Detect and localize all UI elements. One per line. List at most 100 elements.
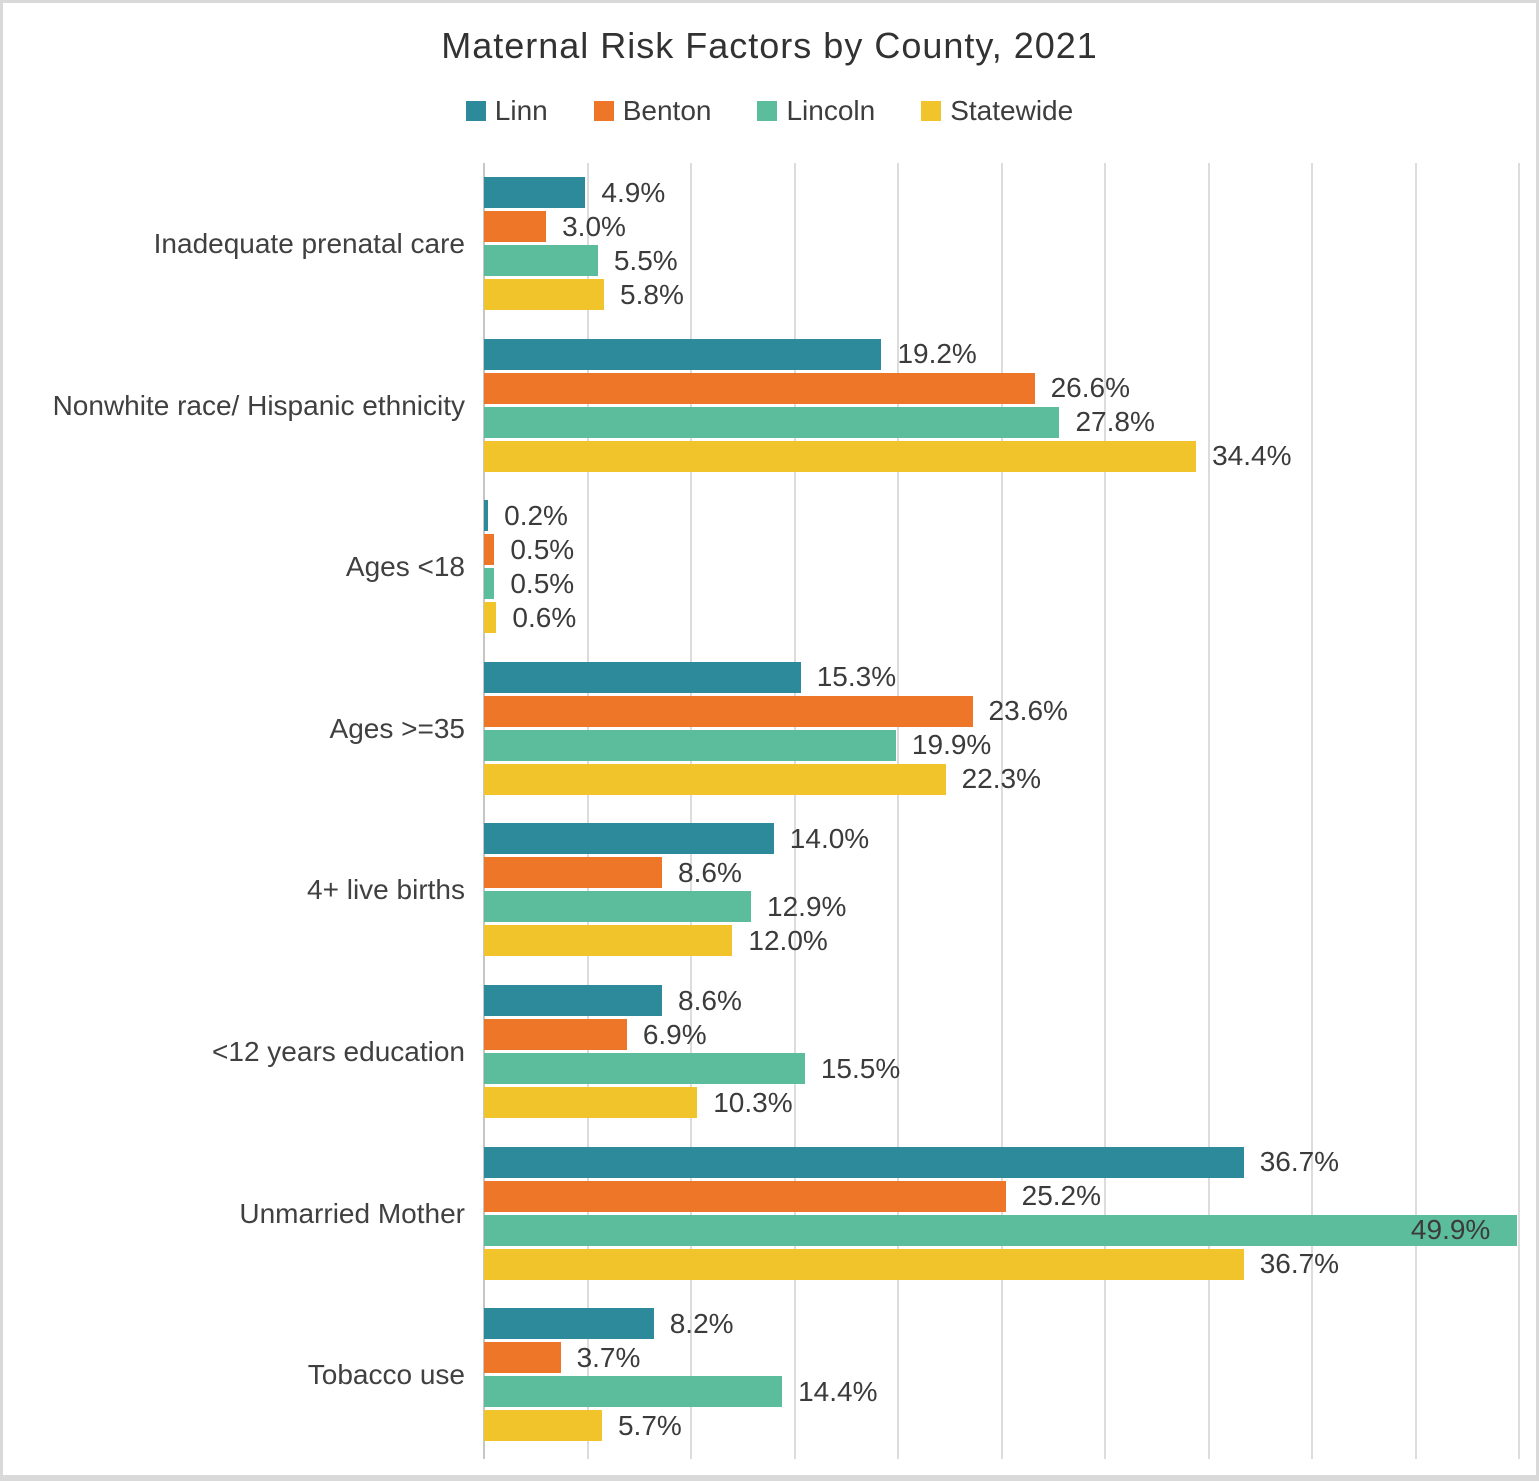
x-gridline [1518, 163, 1520, 1459]
bar-slot: 12.9% [484, 891, 846, 923]
bar-linn [484, 338, 882, 370]
category-label: Inadequate prenatal care [153, 228, 465, 259]
bar-benton [484, 1019, 627, 1050]
data-label: 12.9% [767, 890, 847, 922]
data-label: 26.6% [1050, 372, 1131, 404]
bar-lincoln [484, 245, 598, 276]
data-label: 14.4% [798, 1375, 878, 1407]
legend-item-linn: Linn [465, 95, 548, 127]
data-label: 3.7% [576, 1341, 641, 1373]
bar-slot: 10.3% [484, 1087, 805, 1118]
bar-slot: 15.3% [484, 661, 973, 693]
bar-lincoln [484, 1214, 1517, 1246]
bar-slot: 36.7% [484, 1146, 1517, 1178]
bar-slot: 26.6% [484, 372, 1196, 404]
x-gridline [1207, 163, 1210, 1459]
bar-slot: 3.7% [484, 1341, 782, 1374]
category-row: Inadequate prenatal care 4.9% 3.0% 5.5% 5.8% [3, 163, 1536, 325]
x-gridline [586, 163, 589, 1459]
bar-group: 4.9% 3.0% 5.5% 5.8% [484, 177, 684, 313]
data-label: 19.2% [897, 338, 977, 370]
legend-swatch-statewide [921, 101, 942, 121]
bar-slot: 4.9% [484, 177, 665, 208]
x-gridline [1311, 163, 1313, 1459]
plot-area: Inadequate prenatal care 4.9% 3.0% 5.5% 5.8%… [3, 163, 1536, 1459]
x-gridline [1414, 163, 1417, 1459]
bar-statewide [484, 279, 605, 310]
category-label: Nonwhite race/ Hispanic ethnicity [52, 389, 465, 421]
data-label: 8.2% [669, 1307, 734, 1339]
legend: Linn Benton Lincoln Statewide [3, 95, 1536, 127]
y-axis-line [483, 163, 485, 1459]
bar-group: 8.6% 6.9% 15.5% 10.3% [484, 984, 900, 1121]
data-label: 10.3% [713, 1086, 793, 1118]
bar-slot: 5.5% [484, 245, 678, 276]
data-label: 22.3% [961, 763, 1042, 795]
x-gridline [1000, 163, 1003, 1459]
bar-lincoln [484, 568, 495, 600]
x-gridline [690, 163, 692, 1459]
category-row: Ages <18 0.2% 0.5% 0.5% 0.6% [3, 486, 1536, 648]
bar-slot: 0.5% [484, 568, 574, 600]
bar-statewide [484, 602, 497, 634]
data-label: 0.5% [510, 533, 575, 565]
bar-slot: 8.2% [484, 1307, 782, 1340]
category-label: <12 years education [212, 1036, 465, 1067]
data-label: 12.0% [748, 924, 828, 956]
bar-slot: 19.2% [484, 338, 1196, 370]
data-label: 0.2% [504, 499, 568, 531]
data-label: 8.6% [678, 984, 742, 1016]
bar-statewide [484, 1087, 698, 1118]
category-row: Tobacco use 8.2% 3.7% 14.4% 5.7% [3, 1294, 1536, 1456]
bar-linn [484, 500, 489, 532]
bar-lincoln [484, 729, 896, 761]
data-label: 19.9% [911, 729, 992, 761]
bar-slot: 0.6% [484, 602, 576, 634]
bar-linn [484, 1146, 1244, 1178]
bar-slot: 22.3% [484, 763, 1041, 795]
data-label: 4.9% [601, 176, 666, 208]
bar-benton [484, 1180, 1006, 1212]
bar-slot: 0.5% [484, 534, 574, 566]
bar-slot: 49.9% [484, 1214, 1517, 1246]
bar-statewide [484, 925, 733, 957]
bar-group: 8.2% 3.7% 14.4% 5.7% [484, 1307, 877, 1444]
bar-group: 0.2% 0.5% 0.5% 0.6% [484, 500, 576, 636]
bar-slot: 5.7% [484, 1410, 782, 1442]
legend-item-benton: Benton [593, 95, 711, 127]
data-label: 23.6% [988, 695, 1068, 727]
legend-label: Lincoln [786, 95, 876, 126]
legend-swatch-lincoln [757, 101, 778, 121]
data-label: 5.8% [620, 278, 684, 310]
bar-benton [484, 372, 1035, 404]
x-gridline [1104, 163, 1106, 1459]
category-label: Ages >=35 [329, 712, 465, 744]
bar-lincoln [484, 1053, 805, 1084]
legend-swatch-benton [593, 101, 614, 121]
category-row: Ages >=35 15.3% 23.6% 19.9% 22.3% [3, 648, 1536, 810]
bar-group: 15.3% 23.6% 19.9% 22.3% [484, 661, 1068, 798]
bar-slot: 8.6% [484, 857, 774, 889]
legend-item-statewide: Statewide [921, 95, 1073, 127]
bar-linn [484, 985, 663, 1016]
bar-slot: 14.4% [484, 1376, 877, 1408]
bar-benton [484, 211, 547, 242]
bar-slot: 12.0% [484, 925, 828, 957]
data-label: 0.5% [510, 567, 575, 599]
bar-slot: 36.7% [484, 1248, 1517, 1280]
bar-statewide [484, 1410, 602, 1442]
bar-lincoln [484, 406, 1060, 438]
bar-group: 19.2% 26.6% 27.8% 34.4% [484, 338, 1291, 475]
bar-benton [484, 1342, 561, 1374]
legend-label: Linn [494, 95, 548, 126]
data-label: 5.5% [613, 244, 678, 276]
category-label: Ages <18 [345, 551, 465, 583]
data-label: 25.2% [1021, 1180, 1102, 1212]
data-label: 14.0% [789, 822, 870, 854]
bar-lincoln [484, 1376, 783, 1408]
chart-title: Maternal Risk Factors by County, 2021 [441, 25, 1098, 66]
bar-slot: 27.8% [484, 406, 1196, 438]
bar-linn [484, 823, 774, 855]
data-label: 36.7% [1259, 1248, 1340, 1280]
